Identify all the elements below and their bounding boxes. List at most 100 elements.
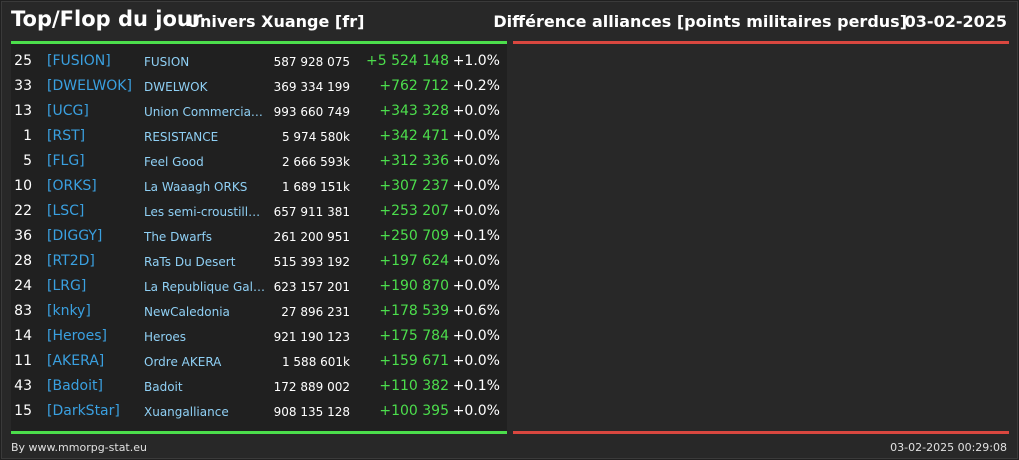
alliance-tag-link[interactable]: [Badoit] (47, 378, 103, 394)
gain-cell: +175 784 (379, 328, 449, 344)
gain-cell: +5 524 148 (366, 53, 449, 69)
gain-cell: +342 471 (379, 128, 449, 144)
alliance-tag-link[interactable]: [FUSION] (47, 53, 111, 69)
alliance-name-link[interactable]: Union Commerciale... (144, 105, 266, 119)
alliance-name-link[interactable]: Heroes (144, 330, 187, 344)
points-cell: 515 393 192 (273, 255, 350, 269)
rank-cell: 11 (14, 353, 32, 369)
top-divider-green (11, 41, 507, 44)
percent-cell: +0.1% (452, 378, 500, 394)
alliance-tag-link[interactable]: [DWELWOK] (47, 78, 132, 94)
table-row: 15 [DarkStar] Xuangalliance 908 135 128 +100… (11, 399, 507, 424)
gain-cell: +307 237 (379, 178, 449, 194)
alliance-tag-link[interactable]: [DarkStar] (47, 403, 120, 419)
alliance-tag-link[interactable]: [FLG] (47, 153, 85, 169)
percent-cell: +0.0% (452, 328, 500, 344)
rank-cell: 15 (14, 403, 32, 419)
gain-cell: +100 395 (379, 403, 449, 419)
gain-cell: +762 712 (379, 78, 449, 94)
percent-cell: +1.0% (452, 53, 500, 69)
percent-cell: +0.0% (452, 178, 500, 194)
gain-cell: +312 336 (379, 153, 449, 169)
points-cell: 623 157 201 (273, 280, 350, 294)
flop-list (513, 44, 1009, 431)
alliance-tag-link[interactable]: [LRG] (47, 278, 87, 294)
alliance-name-link[interactable]: La Republique Gala... (144, 280, 266, 294)
percent-cell: +0.0% (452, 153, 500, 169)
alliance-tag-link[interactable]: [DIGGY] (47, 228, 103, 244)
rank-cell: 24 (14, 278, 32, 294)
alliance-name-link[interactable]: RESISTANCE (144, 130, 219, 144)
alliance-tag-link[interactable]: [ORKS] (47, 178, 97, 194)
alliance-name-link[interactable]: Ordre AKERA (144, 355, 222, 369)
bottom-divider-green (11, 431, 507, 434)
rank-cell: 14 (14, 328, 32, 344)
percent-cell: +0.0% (452, 203, 500, 219)
alliance-tag-link[interactable]: [RST] (47, 128, 86, 144)
rank-cell: 28 (14, 253, 32, 269)
points-cell: 27 896 231 (281, 305, 350, 319)
points-cell: 908 135 128 (273, 405, 350, 419)
points-cell: 993 660 749 (273, 105, 350, 119)
table-row: 22 [LSC] Les semi-croustilla... 657 911 381… (11, 199, 507, 224)
points-cell: 1 689 151k (281, 180, 350, 194)
alliance-name-link[interactable]: FUSION (144, 55, 190, 69)
top-list: 25 [FUSION] FUSION 587 928 075 +5 524 148 +1.… (11, 44, 507, 431)
rank-cell: 83 (14, 303, 32, 319)
table-row: 1 [RST] RESISTANCE 5 974 580k +342 471 +0.0% (11, 124, 507, 149)
footer-credit: By www.mmorpg-stat.eu (11, 441, 147, 454)
points-cell: 1 588 601k (281, 355, 350, 369)
rank-cell: 43 (14, 378, 32, 394)
points-cell: 5 974 580k (281, 130, 350, 144)
rank-cell: 5 (23, 153, 32, 169)
percent-cell: +0.0% (452, 128, 500, 144)
alliance-name-link[interactable]: Feel Good (144, 155, 204, 169)
percent-cell: +0.0% (452, 253, 500, 269)
diff-label: Différence alliances [points militaires … (493, 12, 907, 31)
rank-cell: 25 (14, 53, 32, 69)
table-row: 28 [RT2D] RaTs Du Desert 515 393 192 +197 62… (11, 249, 507, 274)
table-row: 13 [UCG] Union Commerciale... 993 660 749 +3… (11, 99, 507, 124)
table-row: 10 [ORKS] La Waaagh ORKS 1 689 151k +307 237… (11, 174, 507, 199)
table-row: 5 [FLG] Feel Good 2 666 593k +312 336 +0.0% (11, 149, 507, 174)
alliance-name-link[interactable]: DWELWOK (144, 80, 208, 94)
gain-cell: +253 207 (379, 203, 449, 219)
percent-cell: +0.6% (452, 303, 500, 319)
alliance-tag-link[interactable]: [knky] (47, 303, 91, 319)
rank-cell: 1 (23, 128, 32, 144)
date-label: 03-02-2025 (904, 12, 1007, 31)
alliance-name-link[interactable]: RaTs Du Desert (144, 255, 236, 269)
rank-cell: 22 (14, 203, 32, 219)
alliance-tag-link[interactable]: [LSC] (47, 203, 85, 219)
gain-cell: +190 870 (379, 278, 449, 294)
percent-cell: +0.0% (452, 403, 500, 419)
rank-cell: 13 (14, 103, 32, 119)
top-divider-red (513, 41, 1009, 44)
table-row: 25 [FUSION] FUSION 587 928 075 +5 524 148 +1.… (11, 49, 507, 74)
percent-cell: +0.0% (452, 353, 500, 369)
points-cell: 172 889 002 (273, 380, 350, 394)
alliance-name-link[interactable]: Les semi-croustilla... (144, 205, 266, 219)
gain-cell: +250 709 (379, 228, 449, 244)
percent-cell: +0.2% (452, 78, 500, 94)
table-row: 11 [AKERA] Ordre AKERA 1 588 601k +159 671 +0… (11, 349, 507, 374)
alliance-name-link[interactable]: La Waaagh ORKS (144, 180, 248, 194)
footer-timestamp: 03-02-2025 00:29:08 (890, 441, 1007, 454)
gain-cell: +343 328 (379, 103, 449, 119)
header: Top/Flop du jour Univers Xuange [fr] Dif… (2, 2, 1017, 40)
table-row: 14 [Heroes] Heroes 921 190 123 +175 784 +0.0% (11, 324, 507, 349)
alliance-name-link[interactable]: Xuangalliance (144, 405, 229, 419)
percent-cell: +0.0% (452, 278, 500, 294)
alliance-name-link[interactable]: NewCaledonia (144, 305, 230, 319)
alliance-name-link[interactable]: The Dwarfs (144, 230, 212, 244)
gain-cell: +110 382 (379, 378, 449, 394)
alliance-tag-link[interactable]: [RT2D] (47, 253, 95, 269)
rank-cell: 36 (14, 228, 32, 244)
page-title: Top/Flop du jour (11, 7, 203, 31)
points-cell: 369 334 199 (273, 80, 350, 94)
alliance-name-link[interactable]: Badoit (144, 380, 183, 394)
alliance-tag-link[interactable]: [UCG] (47, 103, 89, 119)
alliance-tag-link[interactable]: [Heroes] (47, 328, 107, 344)
alliance-tag-link[interactable]: [AKERA] (47, 353, 105, 369)
